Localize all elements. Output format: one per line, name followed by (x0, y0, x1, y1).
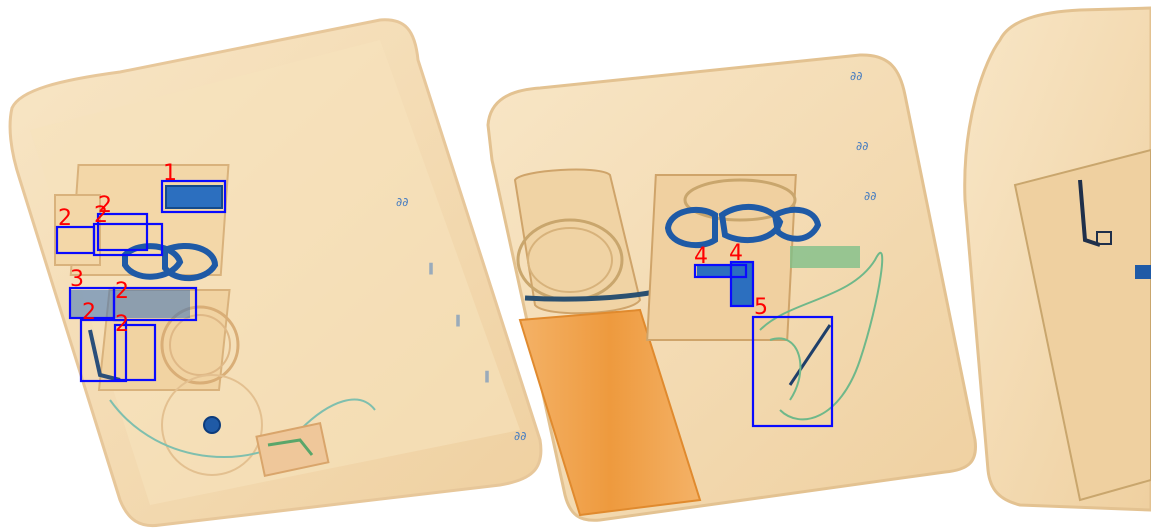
detection-label: 2 (115, 279, 129, 304)
detection-label: 3 (70, 267, 84, 292)
svg-text:∥: ∥ (455, 313, 461, 327)
detection-label: 2 (58, 206, 72, 231)
detection-4a: 4 (693, 244, 748, 279)
detection-2d: 2 (112, 279, 198, 322)
detection-label: 5 (754, 295, 768, 320)
svg-text:∂∂: ∂∂ (856, 139, 868, 153)
detection-5: 5 (751, 295, 834, 428)
detection-overlay: 1 2 2 2 3 2 2 2 (55, 161, 834, 428)
svg-text:∂∂: ∂∂ (864, 189, 876, 203)
detection-2c: 2 (92, 203, 164, 257)
svg-text:∥: ∥ (484, 369, 490, 383)
detection-label: 2 (82, 300, 96, 325)
svg-text:∂∂: ∂∂ (396, 195, 408, 209)
detection-label: 4 (729, 241, 743, 266)
svg-text:∂∂: ∂∂ (514, 429, 526, 443)
right-tray (963, 6, 1151, 512)
detection-label: 2 (94, 203, 108, 228)
detection-label: 2 (115, 312, 129, 337)
svg-text:∥: ∥ (428, 261, 434, 275)
detection-2b: 2 (96, 193, 149, 252)
detection-label: 4 (694, 244, 708, 269)
svg-text:∂∂: ∂∂ (850, 69, 862, 83)
detection-label: 2 (98, 193, 112, 218)
detection-4b: 4 (729, 241, 755, 308)
left-tray: ∂∂ ∥ ∥ ∥ ∂∂ (8, 18, 543, 528)
detection-1: 1 (160, 161, 227, 214)
detection-2e: 2 (79, 300, 128, 383)
detection-label: 1 (163, 161, 177, 186)
detection-2f: 2 (113, 312, 157, 382)
